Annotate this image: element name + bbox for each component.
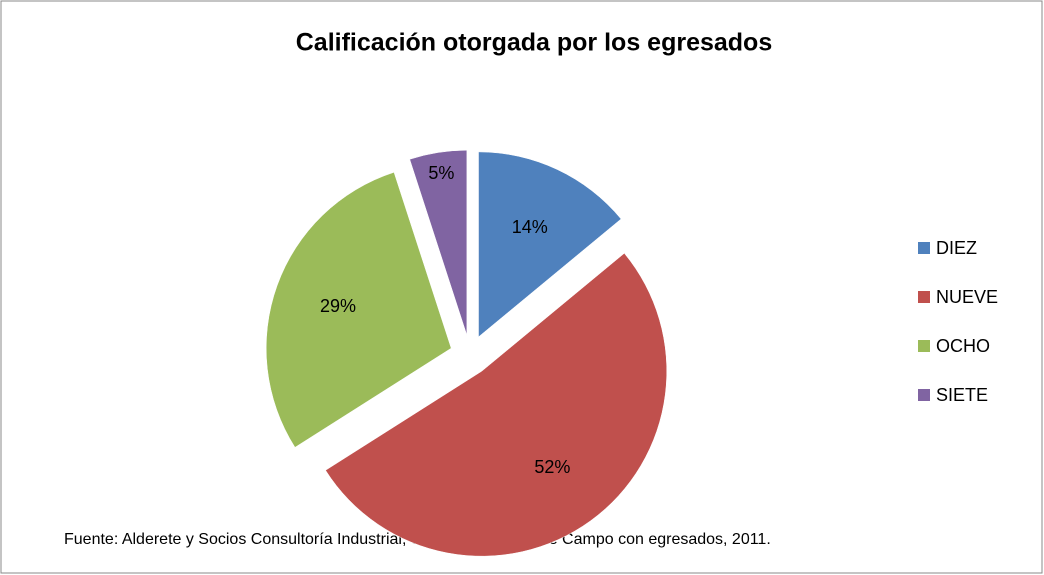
pie-slice	[325, 252, 667, 557]
chart-title: Calificación otorgada por los egresados	[296, 29, 773, 57]
pie-slice	[478, 151, 622, 338]
legend-swatch	[918, 389, 930, 401]
legend-label: OCHO	[936, 336, 990, 356]
legend-label: SIETE	[936, 385, 988, 405]
legend-swatch	[918, 291, 930, 303]
pie-slice	[409, 149, 468, 336]
pie-slice	[265, 171, 452, 448]
legend-label: NUEVE	[936, 287, 998, 307]
legend-label: DIEZ	[936, 238, 977, 258]
data-label: 52%	[534, 457, 570, 477]
data-label: 29%	[320, 296, 356, 316]
legend-swatch	[918, 340, 930, 352]
data-label: 14%	[512, 217, 548, 237]
legend-swatch	[918, 242, 930, 254]
data-label: 5%	[428, 163, 454, 183]
